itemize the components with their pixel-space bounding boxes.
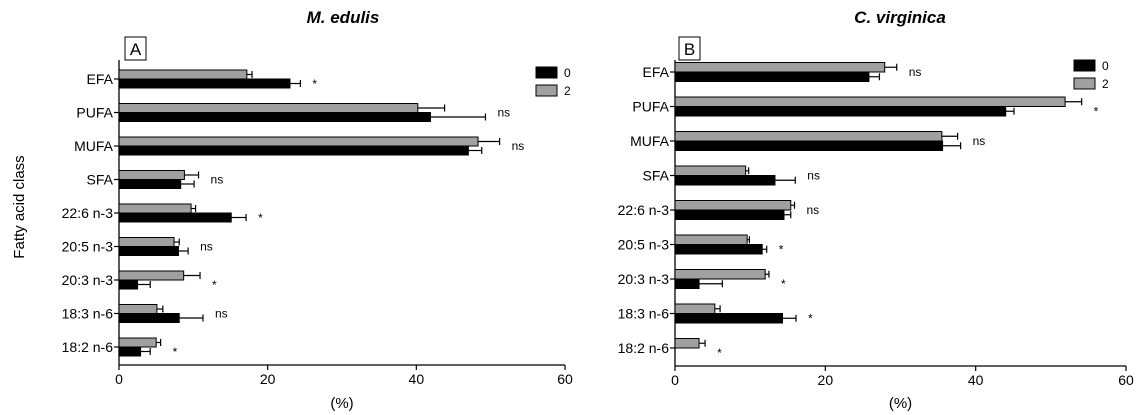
y-tick-label: 20:5 n-3	[62, 239, 114, 255]
x-tick-label: 40	[968, 372, 984, 388]
significance-label: *	[1094, 105, 1099, 119]
bar-series-2	[118, 304, 158, 314]
y-tick-label: 22:6 n-3	[618, 202, 670, 218]
significance-label: ns	[807, 169, 820, 183]
bar-series-0	[118, 179, 182, 189]
bar-series-0	[674, 244, 763, 255]
y-tick-label: SFA	[87, 172, 114, 188]
bar-series-0	[674, 313, 783, 324]
bar-series-2	[674, 165, 747, 176]
panel-label: A	[130, 40, 142, 59]
y-tick-label: 18:3 n-6	[62, 306, 114, 322]
panel-label: B	[684, 40, 695, 59]
legend-swatch-2	[535, 84, 558, 97]
bar-series-0	[118, 313, 180, 323]
bar-series-0	[674, 140, 944, 151]
bar-series-0	[674, 209, 785, 220]
significance-label: ns	[497, 106, 510, 120]
bar-series-0	[118, 78, 291, 89]
legend-swatch-2	[1073, 77, 1096, 90]
significance-label: ns	[909, 65, 922, 79]
legend-label-2: 2	[564, 84, 571, 98]
bar-series-2	[118, 170, 185, 180]
bar-series-2	[674, 338, 700, 349]
x-tick-label: 20	[818, 372, 834, 388]
bar-series-2	[674, 303, 716, 314]
significance-label: ns	[215, 307, 228, 321]
significance-label: ns	[807, 203, 820, 217]
y-tick-label: 18:2 n-6	[618, 340, 670, 356]
legend-label-2: 2	[1102, 77, 1109, 91]
chart-title: M. edulis	[307, 8, 380, 27]
y-tick-label: PUFA	[76, 105, 113, 121]
legend-label-0: 0	[1102, 59, 1109, 73]
x-tick-label: 0	[671, 372, 679, 388]
bar-series-0	[118, 112, 431, 122]
significance-label: *	[717, 346, 722, 360]
bar-series-2	[118, 237, 175, 247]
x-tick-label: 60	[1118, 372, 1134, 388]
significance-label: *	[808, 312, 813, 326]
significance-label: ns	[973, 134, 986, 148]
x-axis-label: (%)	[889, 395, 912, 412]
legend-label-0: 0	[564, 66, 571, 80]
significance-label: *	[258, 211, 263, 225]
bar-series-2	[118, 69, 248, 80]
figure-ylabel: Fatty acid class	[11, 155, 28, 258]
significance-label: ns	[211, 173, 224, 187]
legend-swatch-0	[1073, 59, 1096, 72]
legend-swatch-0	[535, 66, 558, 79]
bar-series-2	[674, 131, 943, 142]
significance-label: ns	[200, 240, 213, 254]
chart-title: C. virginica	[854, 8, 946, 27]
bar-series-0	[674, 175, 776, 186]
y-tick-label: 20:3 n-3	[618, 271, 670, 287]
panel-label-box	[678, 36, 701, 61]
y-tick-label: 20:5 n-3	[618, 237, 670, 253]
bar-series-0	[118, 246, 179, 256]
y-tick-label: SFA	[643, 168, 670, 184]
bar-series-0	[118, 212, 232, 223]
significance-label: *	[781, 277, 786, 291]
panel-label-box	[124, 36, 147, 61]
bar-series-2	[118, 203, 192, 214]
y-tick-label: EFA	[643, 64, 670, 80]
bar-series-2	[674, 200, 792, 211]
bar-series-0	[674, 71, 870, 82]
y-tick-label: EFA	[87, 71, 114, 87]
x-tick-label: 20	[260, 371, 276, 387]
bar-series-0	[674, 106, 1007, 117]
bar-series-2	[118, 103, 419, 113]
x-axis-label: (%)	[330, 395, 353, 412]
y-tick-label: MUFA	[74, 138, 114, 154]
significance-label: *	[312, 77, 317, 91]
x-tick-label: 0	[115, 371, 123, 387]
x-tick-label: 60	[557, 371, 573, 387]
significance-label: *	[212, 278, 217, 292]
bar-series-2	[674, 96, 1066, 107]
y-tick-label: 22:6 n-3	[62, 205, 114, 221]
bar-series-0	[118, 346, 142, 357]
y-tick-label: PUFA	[632, 99, 669, 115]
bar-series-0	[118, 279, 139, 290]
x-tick-label: 40	[409, 371, 425, 387]
bar-series-2	[118, 337, 157, 348]
y-tick-label: MUFA	[630, 133, 670, 149]
bar-series-0	[674, 278, 700, 289]
significance-label: ns	[512, 139, 525, 153]
bar-series-2	[674, 62, 886, 73]
bar-series-2	[674, 269, 766, 280]
bar-series-2	[674, 234, 748, 245]
y-tick-label: 20:3 n-3	[62, 272, 114, 288]
y-tick-label: 18:3 n-6	[618, 306, 670, 322]
y-tick-label: 18:2 n-6	[62, 339, 114, 355]
bar-series-0	[118, 145, 469, 156]
significance-label: *	[173, 345, 178, 359]
significance-label: *	[779, 243, 784, 257]
bar-series-2	[118, 136, 479, 147]
bar-series-2	[118, 270, 185, 281]
